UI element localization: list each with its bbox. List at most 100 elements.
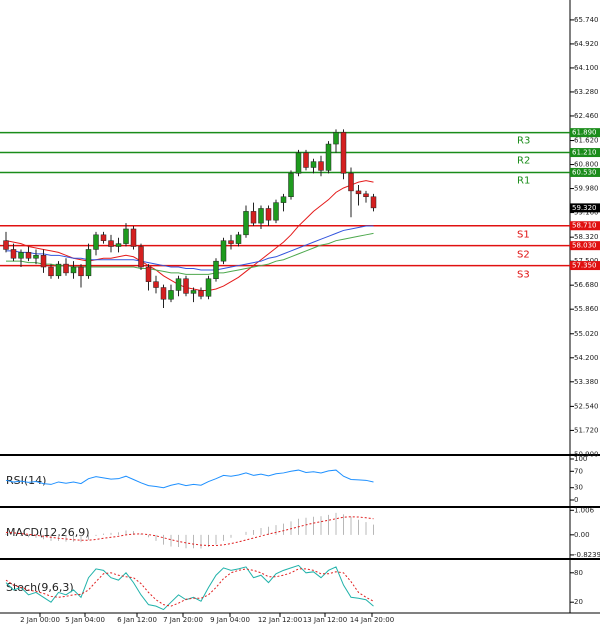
level-tag — [570, 221, 600, 231]
y-tick-label: 50.900 — [574, 450, 599, 458]
indicator-line — [5, 180, 374, 291]
candle-body — [280, 196, 287, 203]
level-value: 58.030 — [572, 242, 597, 250]
candle-body — [78, 266, 84, 277]
level-tag — [570, 167, 600, 177]
level-name: R2 — [517, 156, 530, 167]
candle-body — [333, 132, 339, 145]
candle-body — [100, 234, 107, 241]
last-price-tag — [570, 203, 600, 213]
candle-body — [213, 260, 219, 279]
candle-body — [153, 281, 159, 288]
candle-body — [168, 290, 174, 300]
y-tick-label: 53.380 — [574, 378, 599, 386]
candle-body — [25, 252, 32, 259]
candle-body — [183, 278, 189, 294]
candle-body — [243, 211, 249, 236]
y-tick-label: 100 — [574, 455, 587, 463]
candle-body — [318, 161, 324, 171]
y-tick-label: 56.680 — [574, 281, 599, 289]
candle-body — [205, 278, 212, 297]
candle-body — [123, 228, 129, 244]
y-tick-label: 51.720 — [574, 426, 599, 434]
candle-body — [250, 211, 257, 224]
level-value: 61.890 — [572, 129, 597, 137]
panel-title: Stoch(9,6,3) — [6, 581, 74, 594]
candle-body — [228, 240, 234, 244]
time-label: 6 Jan 12:00 — [117, 616, 157, 624]
level-value: 58.710 — [572, 222, 597, 230]
y-tick-label: 0 — [574, 496, 578, 504]
candle-body — [295, 152, 302, 174]
y-tick-label: 55.860 — [574, 305, 599, 313]
candle-body — [108, 240, 114, 247]
candle-body — [48, 266, 54, 277]
y-tick-label: 1.006 — [574, 506, 595, 514]
y-tick-label: 20 — [574, 598, 583, 606]
y-tick-label: 80 — [574, 569, 583, 577]
y-tick-label: 55.020 — [574, 330, 599, 338]
candle-body — [70, 266, 77, 274]
candle-body — [198, 290, 204, 297]
last-price-label: 59.320 — [572, 204, 597, 212]
y-tick-label: 58.320 — [574, 233, 599, 241]
indicator-line — [6, 225, 374, 271]
level-name: S3 — [517, 270, 530, 281]
time-label: 7 Jan 20:00 — [163, 616, 203, 624]
y-tick-label: 0.00 — [574, 531, 590, 539]
time-label: 12 Jan 12:00 — [258, 616, 302, 624]
candle-body — [85, 249, 92, 277]
indicator-line — [5, 469, 374, 489]
y-tick-label: 64.920 — [574, 40, 599, 48]
time-label: 5 Jan 04:00 — [65, 616, 105, 624]
candle-body — [18, 252, 24, 259]
y-tick-label: 70 — [574, 467, 583, 475]
level-value: 57.350 — [572, 262, 597, 270]
y-tick-label: 63.280 — [574, 88, 599, 96]
y-tick-label: 64.100 — [574, 64, 599, 72]
candle-body — [115, 243, 122, 247]
y-tick-label: -0.8239 — [574, 551, 600, 559]
y-tick-label: 61.620 — [574, 137, 599, 145]
level-name: R1 — [517, 175, 530, 186]
candle-body — [363, 193, 369, 198]
level-name: S1 — [517, 230, 530, 241]
panel-title: MACD(12,26,9) — [6, 526, 90, 539]
candle-body — [145, 266, 152, 282]
candle-body — [138, 246, 144, 268]
level-tag — [570, 241, 600, 251]
y-tick-label: 60.800 — [574, 161, 599, 169]
y-tick-label: 65.740 — [574, 16, 599, 24]
candle-body — [3, 240, 9, 250]
candle-body — [190, 290, 197, 294]
candle-body — [93, 234, 99, 250]
level-name: R3 — [517, 136, 530, 147]
level-value: 61.210 — [572, 149, 597, 157]
candle-body — [235, 234, 242, 244]
candle-body — [370, 196, 377, 209]
y-tick-label: 54.200 — [574, 354, 599, 362]
y-tick-label: 59.160 — [574, 209, 599, 217]
candle-body — [160, 287, 167, 300]
y-tick-label: 52.540 — [574, 402, 599, 410]
time-label: 2 Jan 00:00 — [20, 616, 60, 624]
candle-body — [258, 208, 264, 224]
indicator-line — [5, 516, 374, 547]
time-label: 14 Jan 20:00 — [350, 616, 394, 624]
time-label: 13 Jan 12:00 — [303, 616, 347, 624]
candle-body — [310, 161, 317, 168]
candle-body — [325, 143, 332, 171]
candle-body — [175, 278, 182, 291]
level-value: 60.530 — [572, 168, 597, 176]
panel-title: RSI(14) — [6, 474, 46, 487]
level-tag — [570, 261, 600, 271]
candle-body — [273, 202, 279, 221]
candle-body — [55, 263, 62, 277]
level-name: S2 — [517, 250, 530, 261]
indicator-line — [5, 568, 374, 607]
candle-body — [130, 228, 137, 247]
y-tick-label: 59.980 — [574, 185, 599, 193]
candle-body — [265, 208, 272, 221]
